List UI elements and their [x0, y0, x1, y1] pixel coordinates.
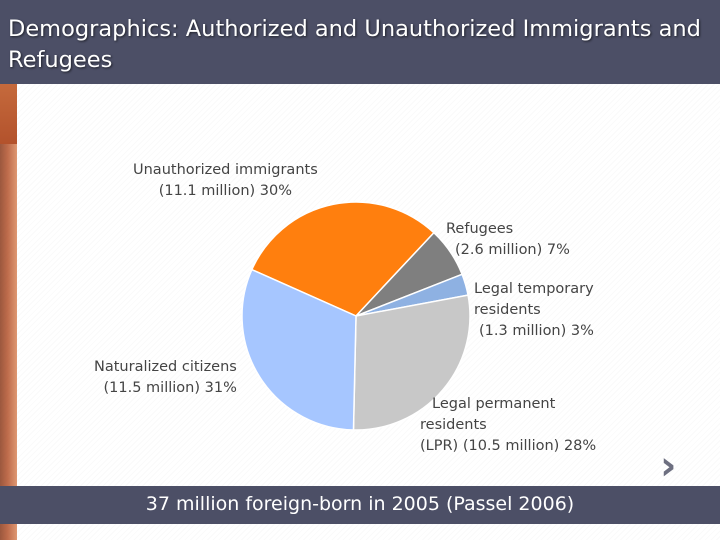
slice-label-unauthorized: Unauthorized immigrants (11.1 million) 3… [133, 160, 318, 202]
left-accent-strip [0, 84, 17, 540]
slice-label-line: Naturalized citizens [94, 359, 237, 375]
slice-label-line: Unauthorized immigrants [133, 162, 318, 178]
title-bar [0, 0, 720, 84]
pie-slice-naturalized [241, 268, 357, 431]
slice-label-naturalized: Naturalized citizens (11.5 million) 31% [94, 357, 237, 399]
slice-label-line: (LPR) (10.5 million) 28% [420, 438, 597, 454]
slide-title: Demographics: Authorized and Unauthorize… [8, 16, 701, 73]
footer-bar [0, 486, 720, 524]
slice-label-line: Refugees [446, 221, 514, 237]
slice-label-line: Legal permanent [432, 396, 556, 412]
pie-slice-unauthorized [250, 201, 435, 317]
slice-label-line: (2.6 million) 7% [455, 242, 570, 258]
left-accent-top [0, 84, 17, 144]
slice-label-line: (11.1 million) 30% [158, 183, 293, 199]
slice-label-legal-temporary: Legal temporary residents (1.3 million) … [474, 279, 594, 342]
footer-caption: 37 million foreign-born in 2005 (Passel … [145, 493, 575, 515]
pie-slice-legal-permanent [352, 294, 471, 431]
slice-label-line: (1.3 million) 3% [479, 323, 594, 339]
slice-label-line: (11.5 million) 31% [103, 380, 237, 396]
slice-label-line: residents [420, 417, 487, 433]
chevron-right-icon[interactable]: › [660, 443, 677, 489]
slice-label-line: residents [474, 302, 541, 318]
slice-label-legal-permanent: Legal permanent residents (LPR) (10.5 mi… [420, 394, 596, 457]
slice-label-line: Legal temporary [474, 281, 594, 297]
slice-label-refugees: Refugees (2.6 million) 7% [446, 219, 570, 261]
